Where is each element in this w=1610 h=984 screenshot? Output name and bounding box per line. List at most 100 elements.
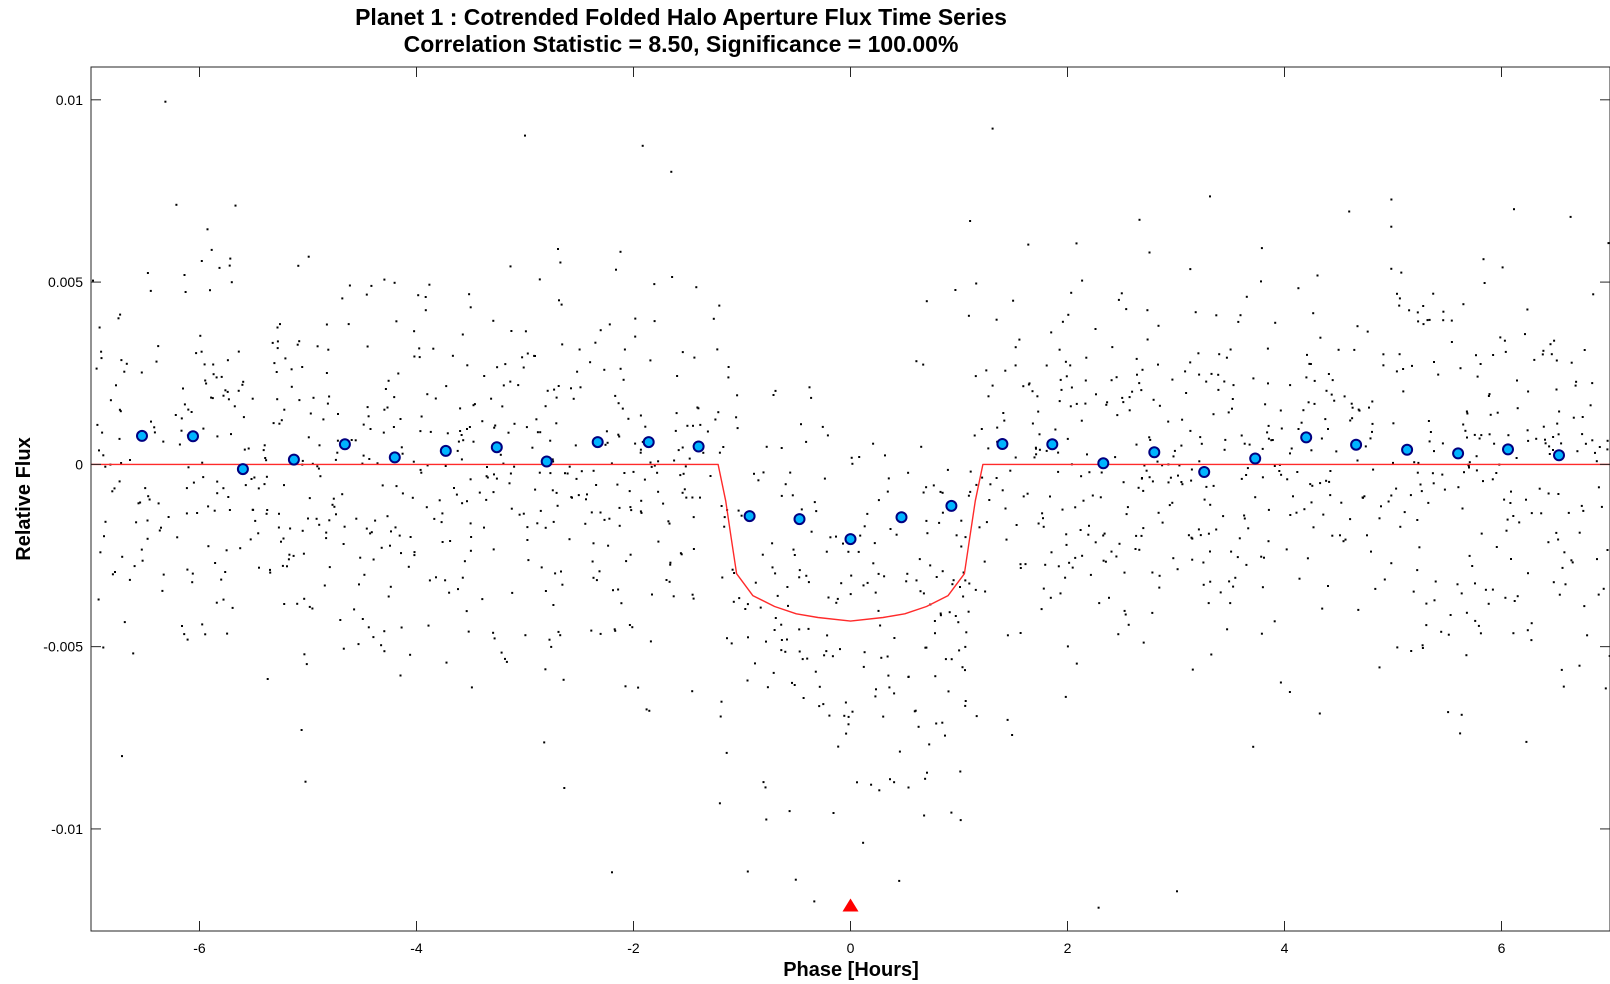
raw-flux-point — [1207, 532, 1210, 535]
raw-flux-point — [1279, 409, 1282, 412]
raw-flux-point — [552, 520, 555, 523]
raw-flux-point — [1503, 339, 1506, 342]
raw-flux-point — [649, 359, 652, 362]
raw-flux-point — [400, 552, 402, 555]
raw-flux-point — [1002, 412, 1005, 414]
raw-flux-point — [1280, 473, 1283, 476]
raw-flux-point — [980, 428, 983, 430]
raw-flux-point — [1097, 906, 1100, 909]
raw-flux-point — [1127, 623, 1130, 626]
raw-flux-point — [129, 459, 131, 461]
raw-flux-point — [104, 465, 107, 468]
raw-flux-point — [526, 526, 529, 529]
raw-flux-point — [643, 478, 646, 481]
raw-flux-point — [893, 692, 896, 695]
raw-flux-point — [1207, 602, 1210, 605]
raw-flux-point — [1009, 469, 1012, 472]
raw-flux-point — [1319, 482, 1322, 485]
raw-flux-point — [653, 464, 656, 467]
raw-flux-point — [182, 387, 184, 390]
raw-flux-point — [1319, 336, 1322, 339]
raw-flux-point — [1140, 534, 1143, 537]
raw-flux-point — [254, 519, 257, 522]
raw-flux-point — [875, 688, 877, 691]
raw-flux-point — [764, 786, 767, 789]
raw-points-layer — [92, 100, 1610, 909]
raw-flux-point — [623, 472, 626, 474]
raw-flux-point — [319, 475, 322, 478]
raw-flux-point — [964, 700, 967, 702]
raw-flux-point — [1325, 389, 1328, 392]
raw-flux-point — [103, 535, 105, 538]
raw-flux-point — [358, 583, 360, 586]
raw-flux-point — [1313, 379, 1316, 382]
raw-flux-point — [650, 465, 653, 468]
raw-flux-point — [1263, 556, 1265, 559]
raw-flux-point — [1245, 295, 1248, 298]
raw-flux-point — [100, 350, 103, 353]
raw-flux-point — [204, 379, 207, 382]
raw-flux-point — [493, 473, 495, 476]
raw-flux-point — [1476, 375, 1479, 378]
raw-flux-point — [1102, 559, 1105, 562]
raw-flux-point — [1378, 517, 1381, 520]
raw-flux-point — [376, 462, 379, 465]
raw-flux-point — [754, 662, 756, 665]
raw-flux-point — [1157, 324, 1160, 327]
raw-flux-point — [924, 646, 927, 649]
raw-flux-point — [1173, 449, 1176, 452]
raw-flux-point — [119, 410, 122, 413]
raw-flux-point — [964, 536, 967, 539]
raw-flux-point — [621, 407, 624, 410]
raw-flux-point — [640, 499, 643, 502]
raw-flux-point — [1390, 267, 1393, 270]
raw-flux-point — [1167, 420, 1170, 423]
raw-flux-point — [162, 440, 165, 443]
raw-flux-point — [772, 671, 775, 674]
raw-flux-point — [372, 636, 375, 639]
raw-flux-point — [1489, 413, 1492, 416]
raw-flux-point — [307, 517, 309, 520]
raw-flux-point — [1084, 402, 1087, 405]
raw-flux-point — [184, 291, 187, 293]
raw-flux-point — [718, 451, 721, 454]
binned-point — [287, 453, 300, 466]
raw-flux-point — [1100, 471, 1103, 474]
raw-flux-point — [746, 679, 749, 682]
raw-flux-point — [1421, 647, 1424, 649]
raw-flux-point — [153, 431, 156, 434]
raw-flux-point — [381, 484, 384, 487]
model-layer — [91, 463, 1610, 622]
x-tick-label: -6 — [193, 940, 206, 956]
raw-flux-point — [1026, 492, 1029, 495]
raw-flux-point — [1330, 393, 1333, 396]
raw-flux-point — [807, 581, 810, 584]
raw-flux-point — [486, 466, 488, 468]
raw-flux-point — [1079, 529, 1082, 531]
raw-flux-point — [586, 493, 588, 496]
raw-flux-point — [343, 525, 346, 528]
raw-flux-point — [1398, 304, 1401, 307]
raw-flux-point — [1094, 328, 1097, 330]
raw-flux-point — [544, 668, 547, 671]
raw-flux-point — [167, 516, 170, 518]
raw-flux-point — [887, 477, 890, 480]
raw-flux-point — [448, 591, 451, 594]
raw-flux-point — [585, 498, 587, 501]
raw-flux-point — [959, 770, 962, 773]
raw-flux-point — [1555, 531, 1558, 534]
raw-flux-point — [826, 634, 829, 637]
raw-flux-point — [185, 487, 188, 490]
raw-flux-point — [144, 487, 147, 490]
raw-flux-point — [1583, 605, 1586, 608]
raw-flux-point — [183, 403, 186, 406]
raw-flux-point — [511, 591, 514, 594]
raw-flux-point — [1243, 517, 1246, 520]
raw-flux-point — [1019, 563, 1022, 566]
raw-flux-point — [1135, 443, 1138, 446]
raw-flux-point — [111, 490, 114, 493]
raw-flux-point — [1031, 390, 1034, 393]
raw-flux-point — [409, 653, 412, 656]
raw-flux-point — [485, 475, 488, 478]
